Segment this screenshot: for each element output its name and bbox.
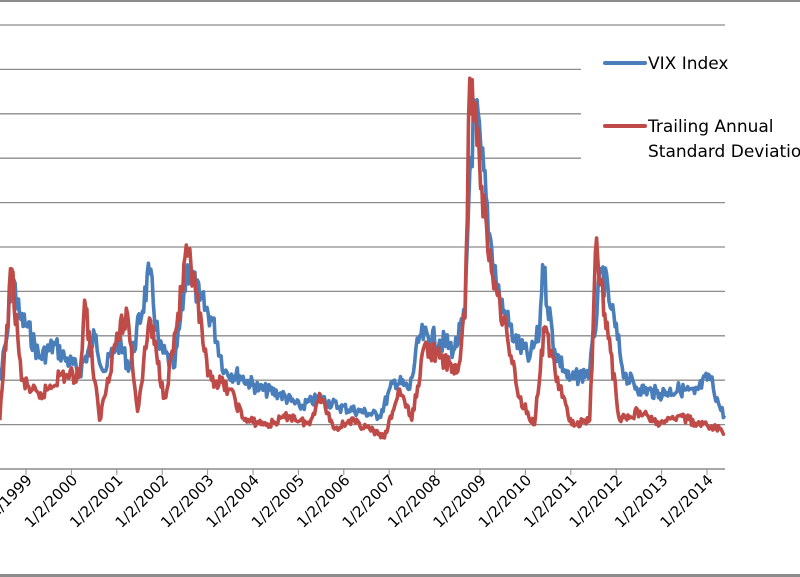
x-axis: 1/2/19991/2/20001/2/20011/2/20021/2/2003… <box>0 468 725 531</box>
legend-label-std-line2: Standard Deviation <box>648 142 800 162</box>
series-lines <box>0 76 727 440</box>
gridlines <box>0 24 725 426</box>
legend-label-vix: VIX Index <box>648 54 729 74</box>
series-line-std-dev <box>0 76 726 440</box>
series-line-vix <box>0 97 727 422</box>
legend-label-std-line1: Trailing Annual <box>647 117 774 137</box>
legend: VIX Index Trailing Annual Standard Devia… <box>603 54 800 162</box>
